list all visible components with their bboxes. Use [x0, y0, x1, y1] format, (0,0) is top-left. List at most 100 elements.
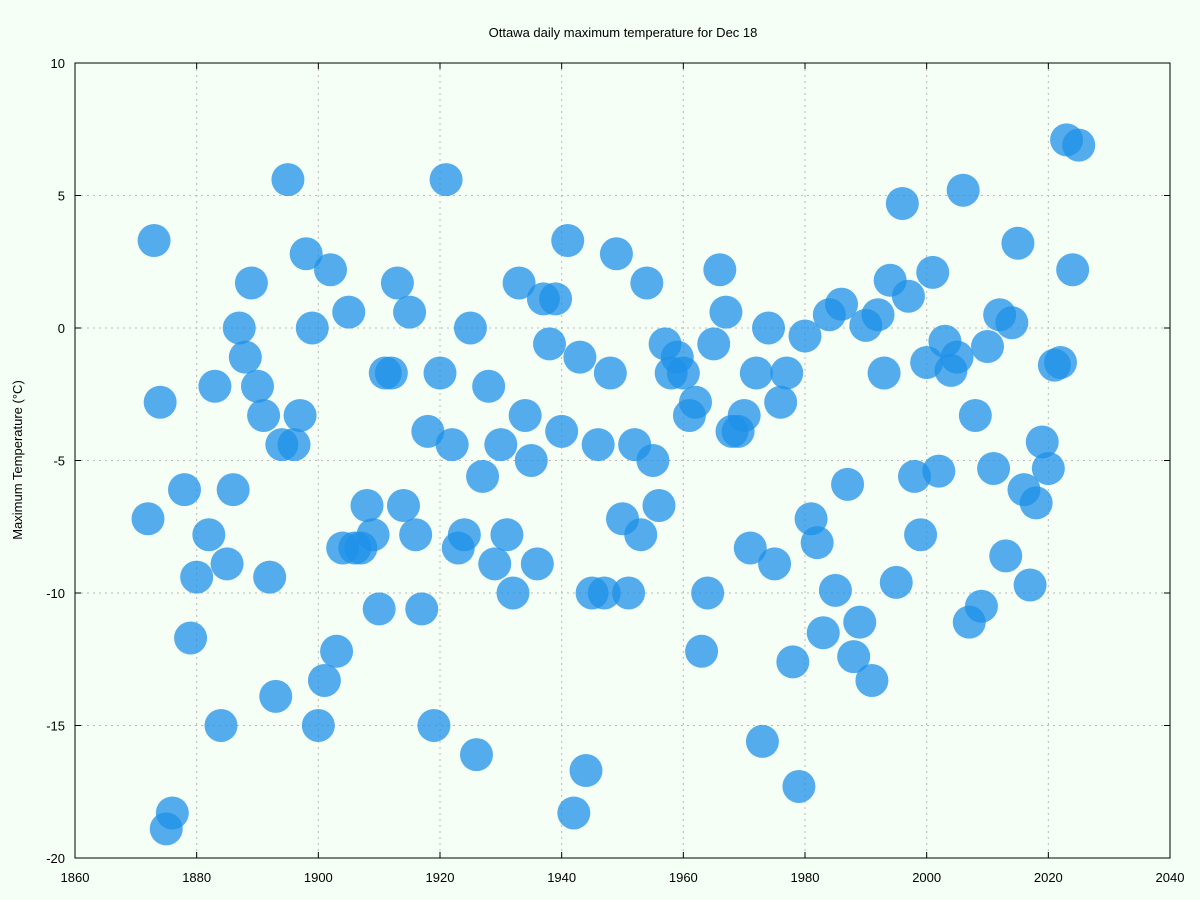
data-point — [411, 414, 445, 448]
data-point — [289, 237, 323, 271]
data-point — [241, 369, 274, 403]
data-point — [977, 451, 1011, 485]
data-point — [1031, 451, 1065, 485]
data-point — [1019, 486, 1053, 520]
data-point — [1013, 568, 1047, 602]
data-point — [137, 224, 171, 258]
data-point — [843, 605, 877, 639]
data-point — [332, 295, 366, 329]
y-tick-label: -15 — [46, 719, 65, 734]
data-point — [460, 738, 493, 772]
data-point — [739, 356, 773, 390]
data-point — [259, 679, 293, 713]
data-point — [752, 311, 785, 345]
data-point — [423, 356, 457, 390]
data-point — [685, 634, 719, 668]
data-point — [569, 754, 603, 788]
data-point — [514, 444, 548, 477]
data-point — [971, 330, 1004, 364]
data-point — [867, 356, 901, 390]
data-point — [374, 356, 408, 390]
data-point — [837, 640, 871, 674]
data-point — [447, 518, 481, 552]
x-tick-label: 1940 — [547, 870, 576, 885]
data-point — [624, 518, 658, 552]
data-points — [131, 123, 1096, 846]
data-point — [502, 266, 536, 300]
data-point — [350, 489, 384, 523]
data-point — [466, 459, 500, 493]
data-point — [1044, 345, 1077, 379]
x-axis-ticks: 1860 1880 1900 1920 1940 1960 1980 2000 2020 2040 — [61, 63, 1184, 885]
data-point — [429, 163, 463, 197]
data-point — [295, 311, 329, 345]
data-point — [758, 547, 792, 581]
data-point — [143, 385, 177, 419]
x-tick-label: 2000 — [912, 870, 941, 885]
data-point — [253, 560, 287, 594]
data-point — [533, 327, 566, 361]
data-point — [599, 237, 633, 271]
data-point — [496, 576, 530, 610]
data-point — [806, 616, 840, 650]
data-point — [228, 340, 262, 374]
data-point — [727, 398, 761, 432]
data-point — [745, 724, 779, 758]
data-point — [271, 163, 305, 197]
data-point — [192, 518, 226, 552]
data-point — [131, 502, 165, 536]
y-tick-label: -20 — [46, 851, 65, 866]
data-point — [703, 253, 737, 287]
data-point — [168, 473, 201, 507]
y-axis-ticks: -20 -15 -10 -5 0 5 10 — [46, 56, 1170, 866]
y-axis-label: Maximum Temperature (°C) — [10, 380, 25, 540]
data-point — [307, 663, 341, 697]
data-point — [551, 224, 585, 258]
data-point — [782, 769, 816, 803]
data-point — [891, 279, 925, 313]
data-point — [922, 454, 956, 488]
data-point — [964, 589, 998, 623]
data-point — [417, 709, 451, 742]
data-point — [593, 356, 627, 390]
data-point — [679, 385, 712, 419]
data-point — [861, 298, 895, 332]
data-point — [387, 489, 420, 523]
data-point — [764, 385, 798, 419]
data-point — [155, 796, 189, 830]
data-point — [904, 518, 938, 552]
data-point — [356, 518, 390, 552]
data-point — [198, 369, 232, 403]
data-point — [472, 369, 506, 403]
data-point — [283, 398, 317, 432]
data-point — [788, 319, 822, 353]
data-point — [490, 518, 524, 552]
data-point — [216, 473, 250, 507]
data-point — [855, 663, 889, 697]
data-point — [989, 539, 1023, 573]
data-point — [800, 526, 834, 560]
chart-title: Ottawa daily maximum temperature for Dec… — [489, 25, 758, 40]
data-point — [916, 255, 950, 289]
data-point — [818, 573, 852, 607]
data-point — [174, 621, 208, 655]
data-point — [478, 547, 512, 581]
data-point — [1062, 128, 1096, 162]
data-point — [587, 576, 621, 610]
data-point — [630, 266, 664, 300]
data-point — [204, 709, 238, 742]
data-point — [557, 796, 591, 830]
data-point — [831, 467, 865, 501]
data-point — [995, 306, 1029, 340]
data-point — [709, 295, 743, 329]
x-tick-label: 1900 — [304, 870, 333, 885]
data-point — [320, 634, 354, 668]
data-point — [435, 428, 469, 462]
y-tick-label: 10 — [51, 56, 65, 71]
data-point — [545, 414, 579, 448]
data-point — [770, 356, 804, 390]
data-point — [958, 398, 992, 432]
data-point — [1001, 226, 1035, 260]
x-tick-label: 1960 — [669, 870, 698, 885]
